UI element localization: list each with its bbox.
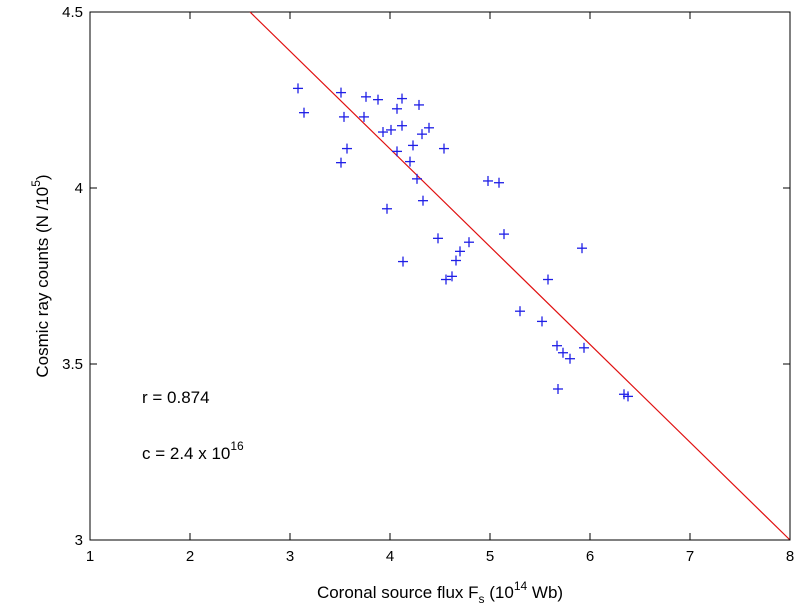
- data-point: [373, 94, 383, 105]
- data-point: [464, 237, 474, 248]
- data-point: [577, 243, 587, 254]
- data-point: [451, 255, 461, 266]
- data-point: [483, 175, 493, 186]
- data-point: [447, 271, 457, 282]
- data-point: [543, 274, 553, 285]
- plot-frame: [89, 11, 791, 541]
- x-tick-label: 7: [686, 548, 694, 565]
- y-tick-label: 3.5: [62, 356, 83, 373]
- c-annotation-exponent: 16: [230, 439, 244, 453]
- data-point: [565, 353, 575, 364]
- data-point: [342, 143, 352, 154]
- data-point: [336, 87, 346, 98]
- data-point: [339, 111, 349, 122]
- data-point: [433, 233, 443, 244]
- x-tick-label: 8: [786, 548, 794, 565]
- x-tick-label: 3: [286, 548, 294, 565]
- data-point: [414, 99, 424, 110]
- y-axis-label-main: Cosmic ray counts (N /10: [33, 187, 52, 378]
- x-axis-label: Coronal source flux Fs (1014 Wb): [317, 579, 563, 606]
- data-point: [558, 347, 568, 358]
- data-point: [441, 274, 451, 285]
- data-point: [552, 340, 562, 351]
- c-annotation: c = 2.4 x 1016: [142, 439, 244, 463]
- data-point: [299, 107, 309, 118]
- data-point: [579, 342, 589, 353]
- x-axis-label-main: Coronal source flux F: [317, 583, 479, 602]
- data-point: [418, 195, 428, 206]
- c-annotation-base: c = 2.4 x 10: [142, 444, 230, 463]
- data-point: [439, 143, 449, 154]
- data-point: [408, 140, 418, 151]
- y-tick-label: 4: [75, 180, 83, 197]
- data-point: [623, 391, 633, 402]
- data-point: [424, 122, 434, 133]
- data-point: [359, 111, 369, 122]
- y-tick-label: 4.5: [62, 4, 83, 21]
- x-axis-label-sub: s: [479, 592, 485, 606]
- y-axis-label-exp: 5: [29, 180, 43, 187]
- data-point: [515, 306, 525, 317]
- data-point: [553, 383, 563, 394]
- data-point: [412, 173, 422, 184]
- x-tick-label: 4: [386, 548, 394, 565]
- data-point: [392, 103, 402, 114]
- data-point: [397, 93, 407, 104]
- ticks-layer: 1 2 3 4 5 6 7 8 3 3.5 4 4.5: [62, 4, 794, 565]
- data-point: [382, 203, 392, 214]
- fit-line: [249, 11, 791, 541]
- data-point: [619, 389, 629, 400]
- y-axis-label: Cosmic ray counts (N /105): [29, 174, 52, 377]
- plot-area: [89, 11, 791, 541]
- data-point: [455, 246, 465, 257]
- data-point: [494, 177, 504, 188]
- data-point: [537, 316, 547, 327]
- data-point: [293, 83, 303, 94]
- x-axis-label-unit: (10: [485, 583, 514, 602]
- data-point: [397, 120, 407, 131]
- data-point: [361, 91, 371, 102]
- y-axis-label-end: ): [33, 174, 52, 180]
- data-point: [499, 229, 509, 240]
- fit-line-layer: [249, 11, 791, 541]
- x-tick-label: 5: [486, 548, 494, 565]
- x-axis-label-unit-exp: 14: [514, 579, 528, 593]
- data-point: [405, 156, 415, 167]
- data-point: [417, 129, 427, 140]
- data-point: [392, 146, 402, 157]
- data-point: [398, 256, 408, 267]
- y-tick-label: 3: [75, 532, 83, 549]
- x-axis-label-unit-end: Wb): [527, 583, 563, 602]
- x-tick-label: 2: [186, 548, 194, 565]
- points-layer: [293, 83, 633, 402]
- data-point: [386, 124, 396, 135]
- x-tick-label: 1: [86, 548, 94, 565]
- r-annotation: r = 0.874: [142, 388, 210, 407]
- data-point: [378, 127, 388, 138]
- x-tick-label: 6: [586, 548, 594, 565]
- data-point: [336, 157, 346, 168]
